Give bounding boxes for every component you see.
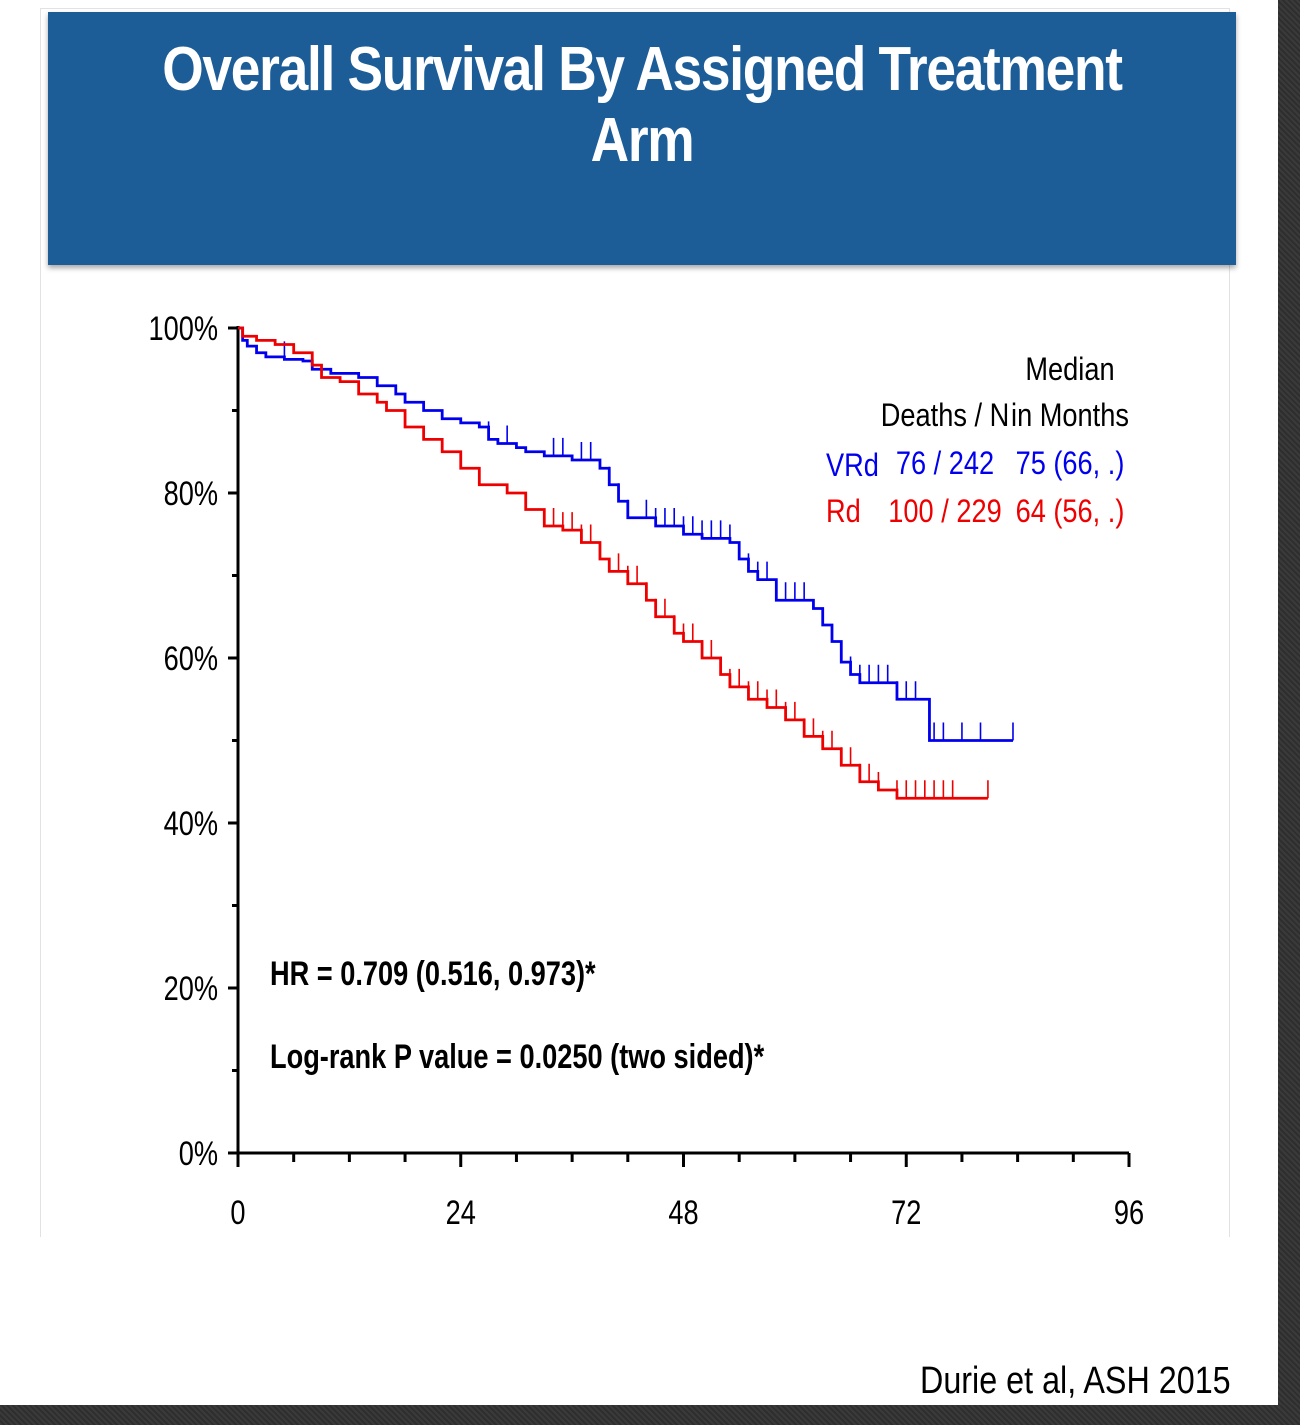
- legend-median-header-1: Median: [1025, 352, 1114, 388]
- y-tick-label: 40%: [164, 804, 218, 843]
- x-tick-label: 96: [1114, 1193, 1144, 1232]
- citation: Durie et al, ASH 2015: [920, 1360, 1231, 1402]
- survival-curve-vrd: [238, 326, 1013, 742]
- legend-rd-name: Rd: [826, 494, 861, 530]
- window-frame-bottom: [0, 1405, 1300, 1425]
- y-tick-label: 20%: [164, 969, 218, 1008]
- hazard-ratio-annotation: HR = 0.709 (0.516, 0.973)*: [270, 954, 596, 993]
- legend-median-header-2: in Months: [1011, 398, 1129, 434]
- series-vrd: [238, 326, 1014, 742]
- chart-legend: Median in Months Deaths / N VRd 76 / 242…: [826, 352, 1129, 530]
- chart-annotations: HR = 0.709 (0.516, 0.973)* Log-rank P va…: [270, 954, 764, 1076]
- survival-curve-rd: [238, 326, 988, 800]
- slide-title: Overall Survival By Assigned Treatment A…: [162, 35, 1123, 175]
- legend-vrd-deaths: 76 / 242: [896, 446, 994, 482]
- series-rd: [238, 326, 989, 800]
- x-tick-label: 48: [668, 1193, 698, 1232]
- x-tick-label: 24: [446, 1193, 476, 1232]
- chart-series: [238, 326, 1014, 800]
- legend-rd-deaths: 100 / 229: [888, 494, 1001, 530]
- legend-rd-median: 64 (56, .): [1016, 494, 1125, 530]
- pvalue-annotation: Log-rank P value = 0.0250 (two sided)*: [270, 1037, 764, 1076]
- title-banner: Overall Survival By Assigned Treatment A…: [48, 12, 1236, 265]
- legend-deaths-header: Deaths / N: [881, 398, 1009, 434]
- chart-axes: 0% 20% 40% 60% 80% 100% 0 24 48 72 96: [148, 309, 1144, 1232]
- y-tick-label: 80%: [164, 474, 218, 513]
- y-tick-label: 60%: [164, 639, 218, 678]
- window-frame-right: [1278, 0, 1300, 1425]
- legend-vrd-median: 75 (66, .): [1016, 446, 1125, 482]
- x-tick-label: 0: [230, 1193, 245, 1232]
- y-tick-label: 0%: [179, 1134, 218, 1173]
- x-tick-label: 72: [891, 1193, 921, 1232]
- y-tick-label: 100%: [148, 309, 218, 348]
- legend-vrd-name: VRd: [826, 448, 879, 484]
